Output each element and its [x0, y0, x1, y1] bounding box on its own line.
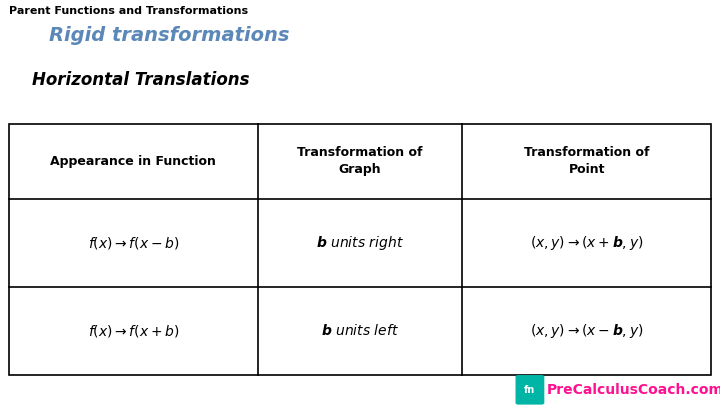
Text: $\boldsymbol{b}$ $\mathit{units\ left}$: $\boldsymbol{b}$ $\mathit{units\ left}$	[321, 323, 399, 338]
Text: $(x, y) \rightarrow (x - \boldsymbol{b}, y)$: $(x, y) \rightarrow (x - \boldsymbol{b},…	[530, 322, 644, 340]
Text: PreCalculusCoach.com: PreCalculusCoach.com	[547, 383, 720, 397]
Text: Parent Functions and Transformations: Parent Functions and Transformations	[9, 6, 248, 16]
Text: Transformation of
Graph: Transformation of Graph	[297, 146, 423, 176]
FancyBboxPatch shape	[516, 375, 544, 405]
Text: Horizontal Translations: Horizontal Translations	[32, 71, 250, 89]
Text: $(x, y) \rightarrow (x + \boldsymbol{b}, y)$: $(x, y) \rightarrow (x + \boldsymbol{b},…	[530, 234, 644, 252]
Text: $f(x) \rightarrow f(x + b)$: $f(x) \rightarrow f(x + b)$	[88, 323, 179, 339]
Text: $\boldsymbol{b}$ $\mathit{units\ right}$: $\boldsymbol{b}$ $\mathit{units\ right}$	[316, 234, 404, 252]
Text: Appearance in Function: Appearance in Function	[50, 155, 216, 168]
Text: $f(x) \rightarrow f(x - b)$: $f(x) \rightarrow f(x - b)$	[88, 235, 179, 251]
Text: Rigid transformations: Rigid transformations	[49, 26, 289, 45]
Text: Transformation of
Point: Transformation of Point	[524, 146, 649, 176]
Bar	[9, 124, 711, 375]
Text: fn: fn	[524, 385, 536, 395]
